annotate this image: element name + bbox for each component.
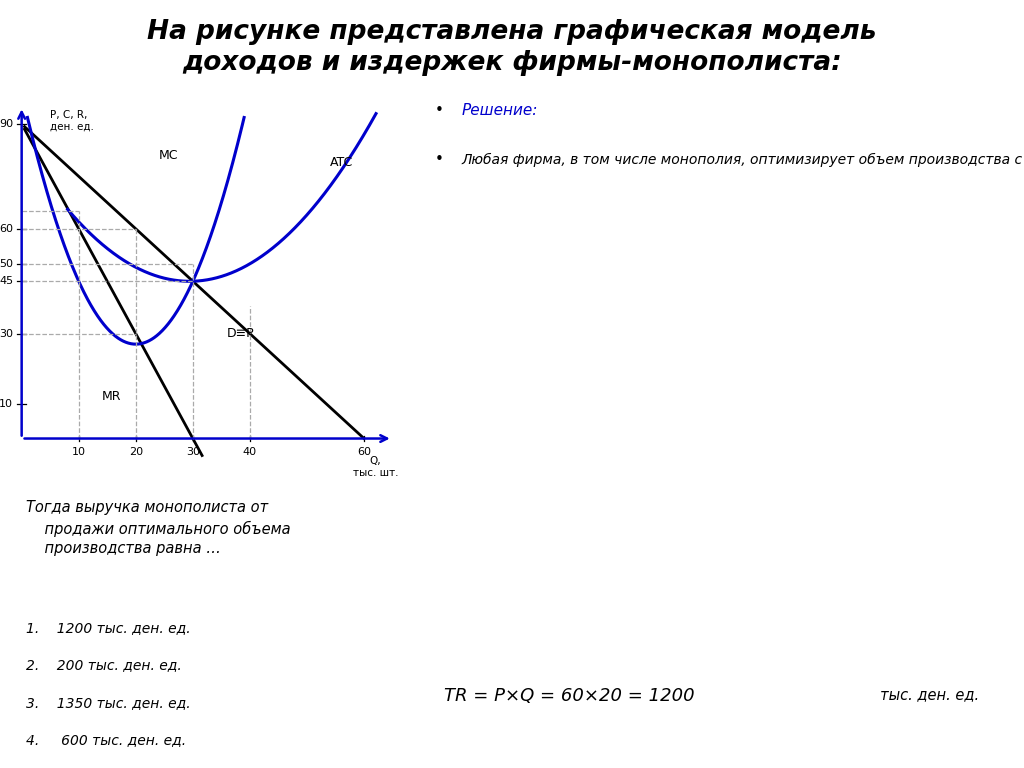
Text: 30: 30 [185, 447, 200, 457]
Text: Q,
тыс. шт.: Q, тыс. шт. [352, 456, 398, 478]
Text: 10: 10 [72, 447, 86, 457]
Text: 40: 40 [243, 447, 257, 457]
Text: Решение:: Решение: [462, 103, 538, 118]
Text: 30: 30 [0, 329, 13, 339]
Text: 10: 10 [0, 399, 13, 409]
Text: 90: 90 [0, 119, 13, 129]
Text: 1.    1200 тыс. ден. ед.: 1. 1200 тыс. ден. ед. [27, 621, 190, 635]
Text: P, C, R,
ден. ед.: P, C, R, ден. ед. [50, 110, 94, 131]
Text: Любая фирма, в том числе монополия, оптимизирует объем производства с позиций ма: Любая фирма, в том числе монополия, опти… [462, 153, 1024, 167]
Text: •: • [434, 103, 443, 118]
Text: TR = P×Q = 60×20 = 1200: TR = P×Q = 60×20 = 1200 [443, 687, 694, 705]
Text: 4.     600 тыс. ден. ед.: 4. 600 тыс. ден. ед. [27, 733, 186, 747]
Text: На рисунке представлена графическая модель: На рисунке представлена графическая моде… [147, 19, 877, 45]
Text: 2.    200 тыс. ден. ед.: 2. 200 тыс. ден. ед. [27, 658, 182, 672]
Text: доходов и издержек фирмы-монополиста:: доходов и издержек фирмы-монополиста: [182, 50, 842, 76]
Text: Тогда выручка монополиста от
    продажи оптимального объема
    производства ра: Тогда выручка монополиста от продажи опт… [27, 500, 291, 556]
Text: MR: MR [101, 390, 121, 403]
Text: 50: 50 [0, 259, 13, 269]
Text: 20: 20 [129, 447, 142, 457]
Text: •: • [434, 153, 443, 167]
Text: 45: 45 [0, 276, 13, 286]
Text: MC: MC [159, 149, 178, 162]
Text: 3.    1350 тыс. ден. ед.: 3. 1350 тыс. ден. ед. [27, 696, 190, 710]
Text: 60: 60 [357, 447, 371, 457]
Text: ATC: ATC [330, 156, 353, 169]
Text: 60: 60 [0, 223, 13, 233]
Text: тыс. ден. ед.: тыс. ден. ед. [857, 687, 979, 702]
Text: D≡P: D≡P [227, 327, 255, 340]
